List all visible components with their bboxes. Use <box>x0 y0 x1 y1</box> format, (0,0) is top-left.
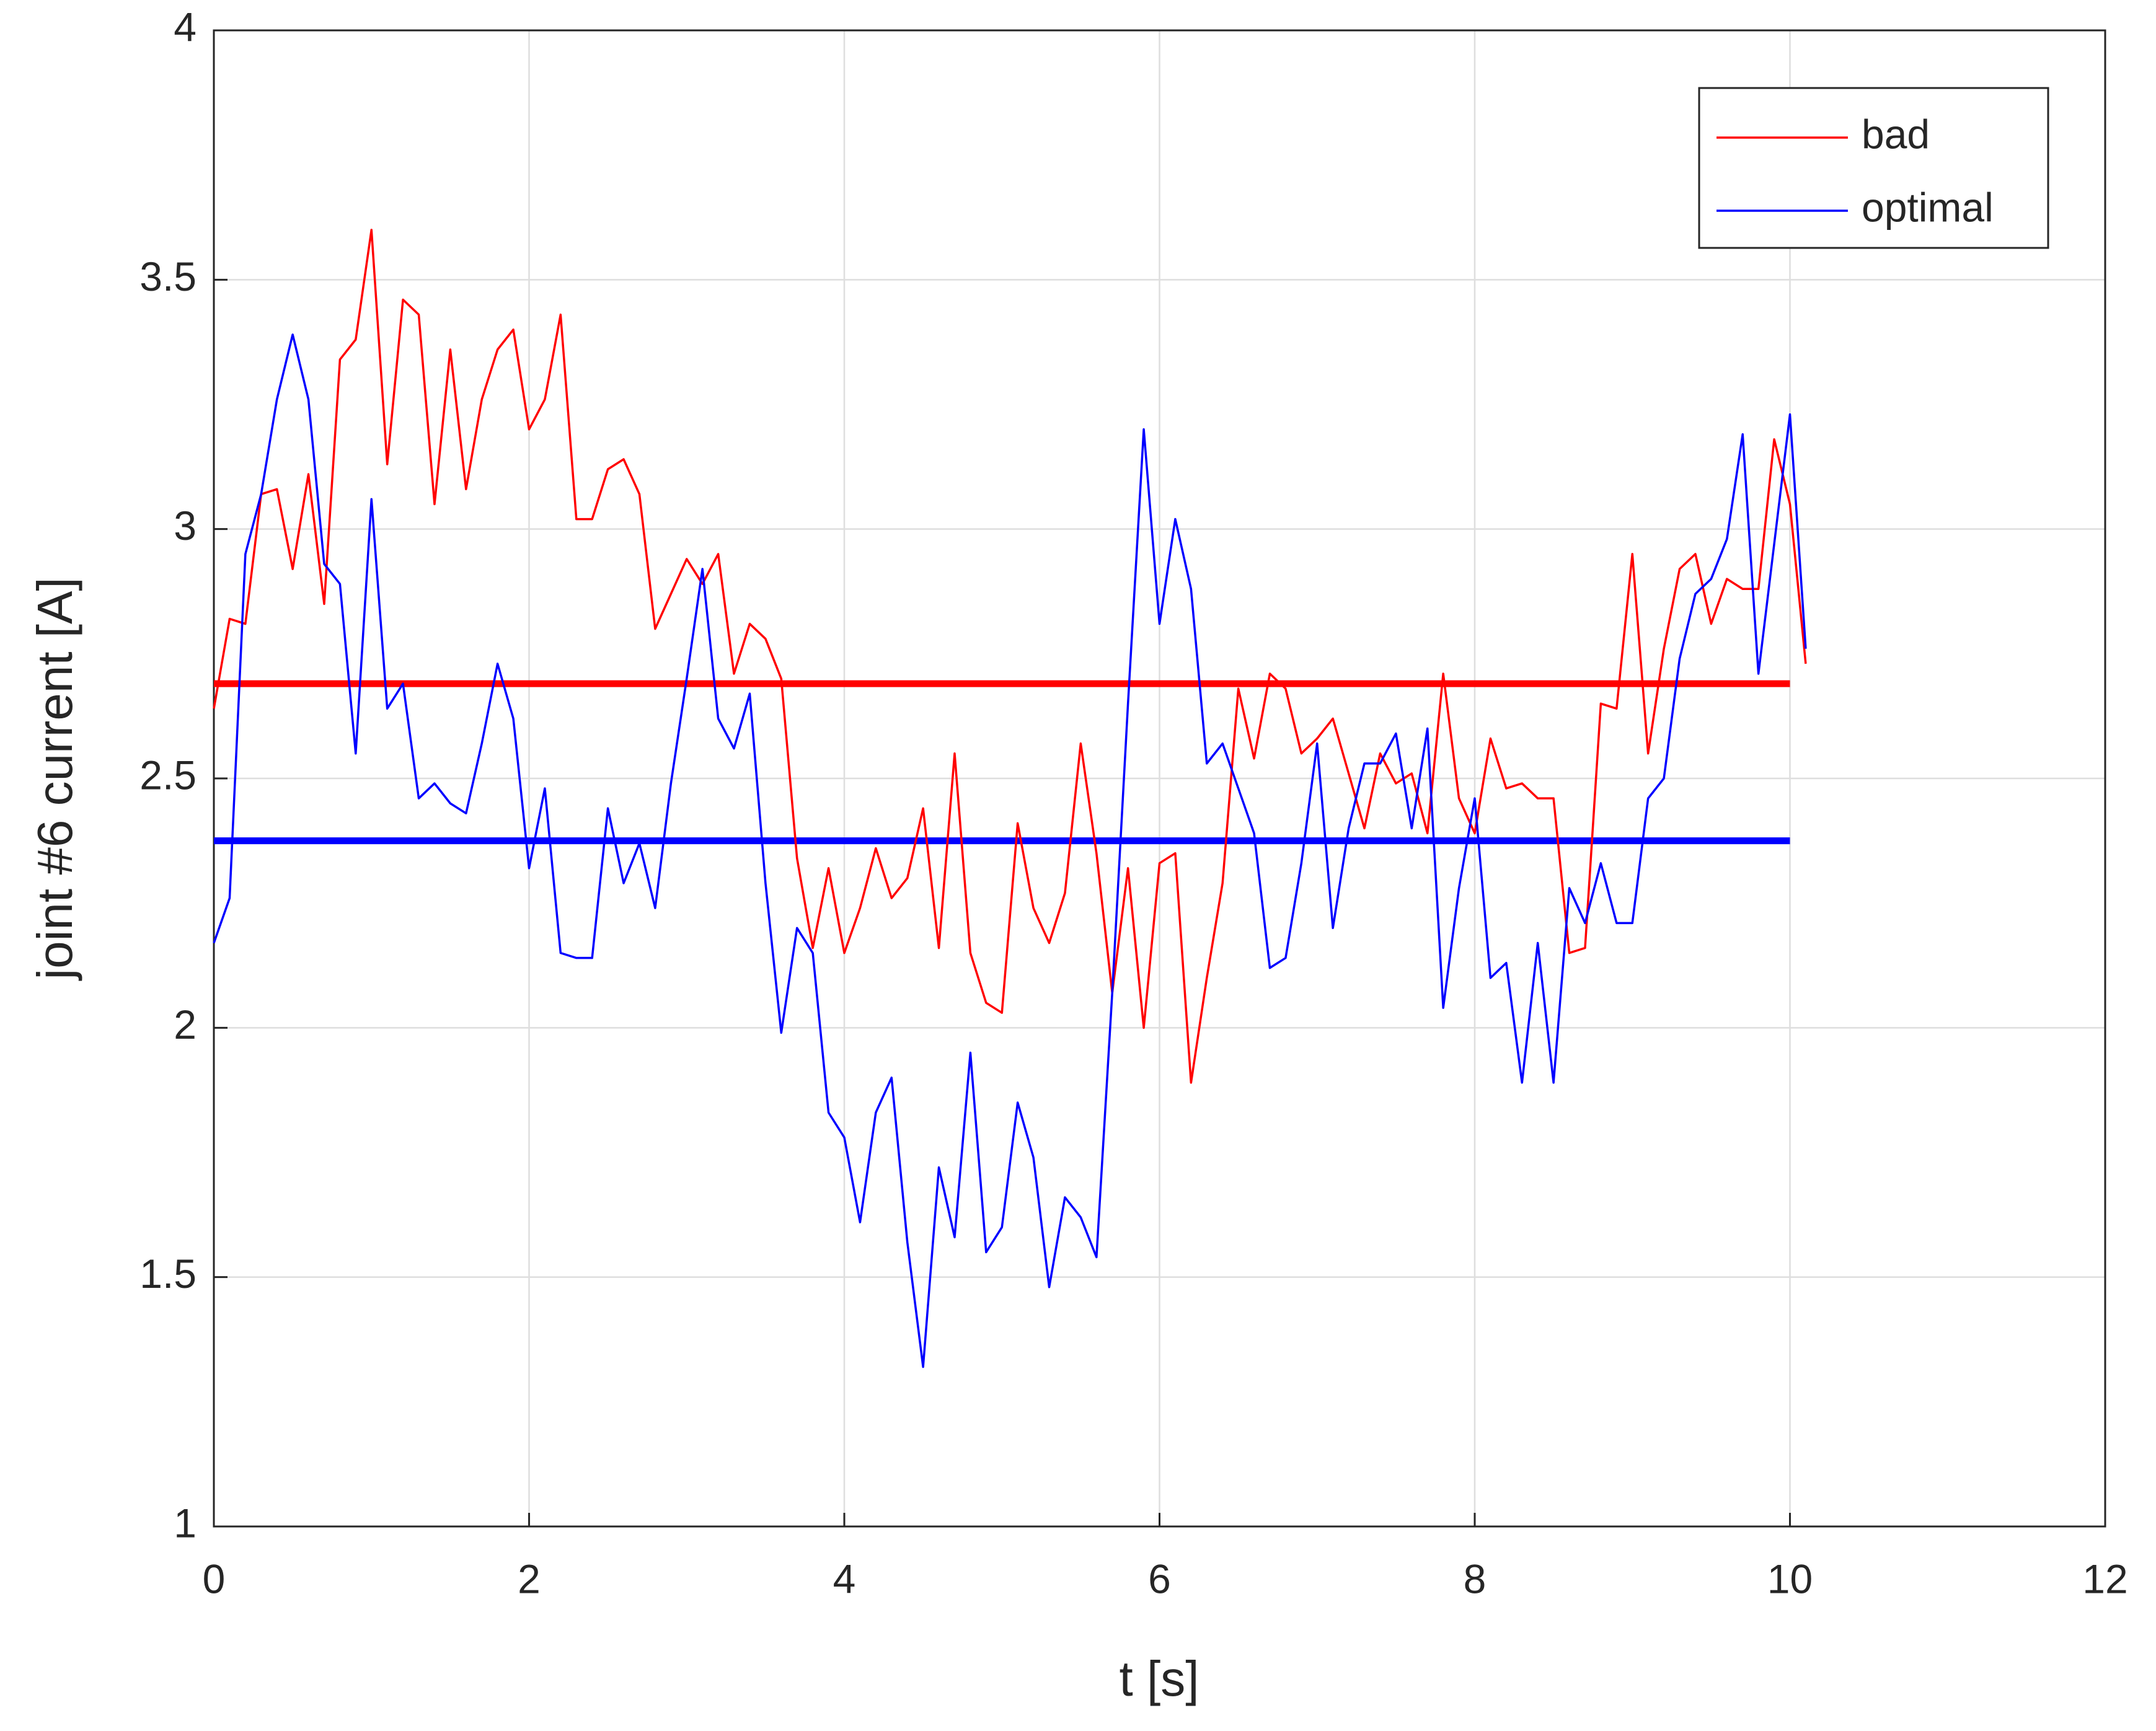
x-tick-label: 0 <box>203 1556 226 1601</box>
y-tick-label: 1.5 <box>139 1251 197 1297</box>
y-axis-label: joint #6 current [A] <box>27 577 82 980</box>
legend-box <box>1698 87 2049 249</box>
x-tick-label: 2 <box>518 1556 541 1601</box>
y-tick-label: 2 <box>174 1002 197 1047</box>
x-tick-label: 6 <box>1148 1556 1171 1601</box>
legend-label: bad <box>1862 111 1930 157</box>
data-line <box>213 333 1807 1368</box>
plot-frame <box>213 29 2106 1528</box>
y-tick-label: 3.5 <box>139 253 197 299</box>
y-tick-label: 3 <box>174 503 197 548</box>
data-line <box>213 229 1807 1084</box>
x-tick-label: 8 <box>1464 1556 1487 1601</box>
y-tick-label: 1 <box>174 1500 197 1546</box>
x-axis-label: t [s] <box>1120 1651 1199 1706</box>
x-tick-label: 12 <box>2082 1556 2127 1601</box>
y-tick-label: 4 <box>174 4 197 50</box>
y-tick-label: 2.5 <box>139 752 197 798</box>
legend-label: optimal <box>1862 184 1994 230</box>
x-tick-label: 4 <box>833 1556 856 1601</box>
x-tick-label: 10 <box>1767 1556 1813 1601</box>
